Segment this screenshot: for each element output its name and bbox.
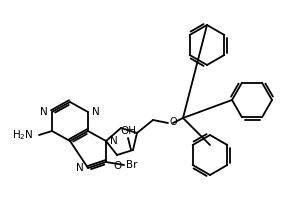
Text: OH: OH <box>120 126 136 136</box>
Text: N: N <box>76 163 84 173</box>
Text: Br: Br <box>126 160 137 170</box>
Text: N: N <box>40 107 48 117</box>
Text: N: N <box>92 107 100 117</box>
Text: O: O <box>113 161 121 171</box>
Text: H$_2$N: H$_2$N <box>12 128 34 142</box>
Text: O: O <box>169 117 177 127</box>
Text: N: N <box>110 136 118 146</box>
